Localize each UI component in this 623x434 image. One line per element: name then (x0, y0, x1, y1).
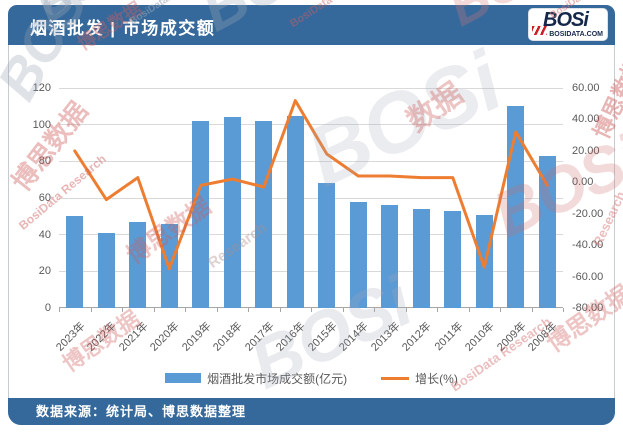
x-axis-tick (153, 308, 155, 312)
plot-area (59, 87, 563, 308)
page-title: 烟酒批发 | 市场成交额 (30, 19, 216, 38)
gridline (59, 197, 563, 199)
bar-2017年 (255, 121, 273, 308)
logo-domain-text: BOSIDATA.COM (549, 31, 603, 38)
legend-bar-label: 烟酒批发市场成交额(亿元) (207, 371, 348, 386)
source-footer: 数据来源：统计局、博思数据整理 (8, 398, 615, 425)
y-axis-label-right: -40.00 (572, 239, 604, 252)
logo-stripes-icon (532, 26, 547, 35)
y-axis-label-right: 40.00 (572, 113, 600, 126)
legend-bar-swatch (165, 373, 202, 383)
y-axis-label-right: -60.00 (572, 270, 604, 283)
legend-line-label: 增长(%) (415, 371, 458, 386)
bar-2022年 (97, 232, 115, 308)
header-bar: 烟酒批发 | 市场成交额 BOSi BOSIDATA.COM (8, 5, 615, 45)
y-axis-label-left: 60 (38, 192, 51, 204)
bar-2016年 (286, 115, 304, 308)
y-axis-label-left: 40 (38, 228, 51, 241)
legend-line-swatch (381, 376, 410, 380)
x-axis-tick (405, 308, 407, 312)
x-axis-tick (90, 308, 92, 312)
gridline (59, 160, 563, 162)
y-axis-label-right: 60.00 (572, 82, 600, 94)
report-card: 烟酒批发 | 市场成交额 BOSi BOSIDATA.COM 烟酒批发市场成交额… (8, 5, 615, 425)
gridline (59, 270, 563, 272)
y-axis-label-left: 80 (38, 155, 51, 168)
legend-item-line: 增长(%) (381, 370, 458, 387)
bar-2015年 (318, 183, 336, 308)
x-axis-tick (563, 308, 564, 312)
bar-2014年 (349, 201, 367, 308)
y-axis-label-left: 100 (32, 118, 51, 131)
x-axis-tick (279, 308, 281, 312)
y-axis-label-right: -20.00 (572, 207, 604, 220)
bar-2021年 (129, 221, 147, 308)
x-axis-tick (374, 308, 375, 312)
y-axis-label-right: -80.00 (572, 302, 604, 314)
bar-2023年 (66, 216, 84, 308)
bar-2019年 (192, 121, 210, 308)
y-axis-label-right: 20.00 (572, 144, 600, 157)
combo-chart: 烟酒批发市场成交额(亿元) 增长(%) 0 20 40 60 80 100 120 60.00… (9, 46, 614, 400)
x-axis-tick (59, 308, 60, 312)
x-axis-tick (437, 308, 438, 312)
x-axis-tick (468, 308, 470, 312)
gridline (59, 234, 563, 236)
y-axis-label-left: 0 (44, 302, 51, 314)
x-axis-tick (185, 308, 186, 312)
y-axis-label-left: 120 (32, 82, 51, 94)
y-axis-label-left: 20 (38, 265, 51, 278)
x-axis-tick (248, 308, 249, 312)
x-axis-tick (311, 308, 312, 312)
logo-wordmark: BOSi (543, 9, 589, 31)
chart-legend: 烟酒批发市场成交额(亿元) 增长(%) (9, 368, 614, 388)
bar-2018年 (223, 117, 241, 308)
x-axis-tick (122, 308, 123, 312)
y-axis-label-right: 0.00 (572, 176, 594, 189)
x-axis-tick (500, 308, 501, 312)
growth-line-series (73, 99, 549, 271)
gridline (59, 87, 563, 89)
legend-item-bars: 烟酒批发市场成交额(亿元) (165, 370, 347, 387)
x-axis-line (59, 307, 563, 308)
x-axis-tick (216, 308, 218, 312)
bar-2012年 (412, 209, 430, 308)
bar-2008年 (538, 155, 556, 308)
bosidata-logo: BOSi BOSIDATA.COM (528, 8, 608, 41)
x-axis-tick (531, 308, 533, 312)
bar-2013年 (381, 205, 399, 308)
bar-2011年 (444, 210, 462, 308)
x-axis-tick (342, 308, 344, 312)
